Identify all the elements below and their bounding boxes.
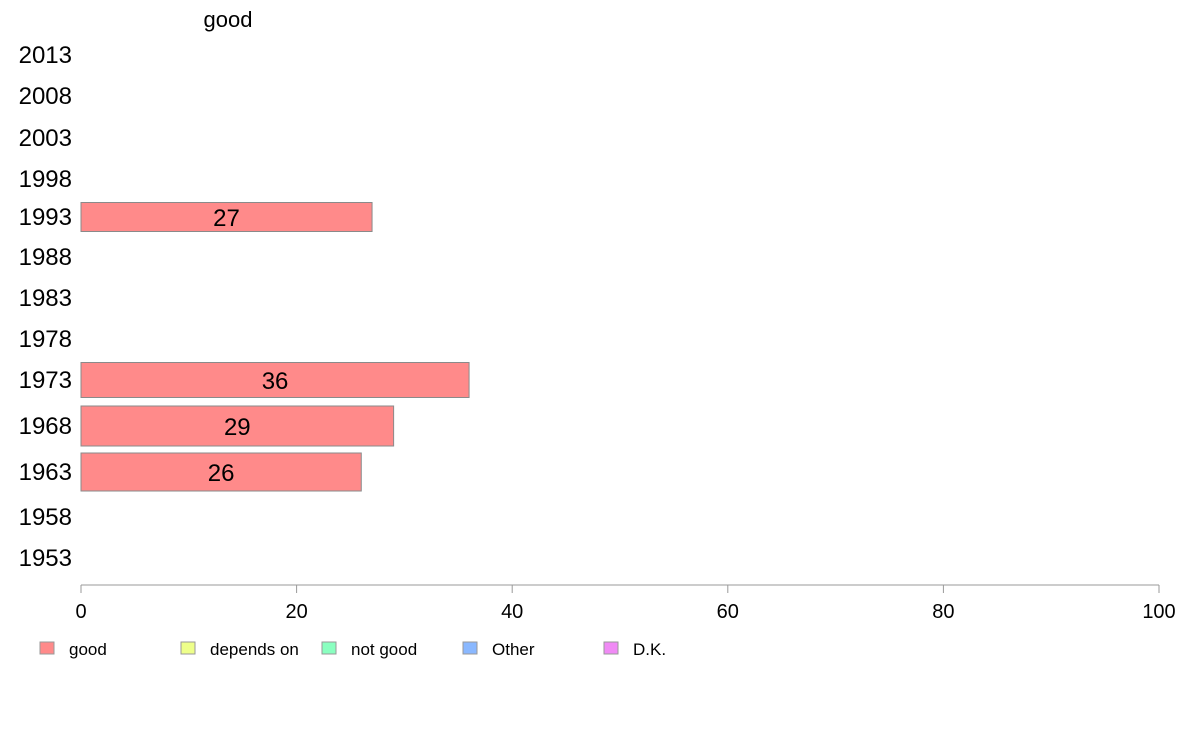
legend-label: D.K.	[633, 640, 666, 659]
bar	[80, 362, 470, 398]
x-tick-label: 60	[717, 601, 739, 623]
y-tick-label: 1973	[19, 367, 72, 394]
x-tick-label: 40	[501, 601, 523, 623]
x-tick-label: 0	[75, 601, 86, 623]
bars	[80, 202, 470, 492]
legend-label: good	[69, 640, 107, 659]
y-tick-label: 1958	[19, 504, 72, 531]
y-axis-labels: 2013 2008 2003 1998 1993 1988 1983 1978 1973 1968…	[19, 42, 72, 572]
bar-value-label: 26	[208, 460, 235, 487]
bar	[80, 202, 373, 232]
y-tick-label: 1978	[19, 326, 72, 353]
legend: good depends on not good Other D.K.	[39, 640, 666, 659]
legend-label: depends on	[210, 640, 299, 659]
legend-label: Other	[492, 640, 535, 659]
y-tick-label: 1968	[19, 413, 72, 440]
bar	[80, 452, 362, 492]
legend-swatch	[39, 641, 55, 655]
bar	[80, 405, 395, 447]
y-tick-label: 2013	[19, 42, 72, 69]
y-tick-label: 1953	[19, 545, 72, 572]
y-tick-label: 1963	[19, 459, 72, 486]
y-tick-label: 1988	[19, 244, 72, 271]
bar-value-label: 29	[224, 414, 251, 441]
legend-label: not good	[351, 640, 417, 659]
y-tick-label: 1983	[19, 285, 72, 312]
y-tick-label: 1993	[19, 204, 72, 231]
y-tick-label: 2003	[19, 125, 72, 152]
bar-value-label: 27	[213, 205, 240, 232]
legend-swatch	[603, 641, 619, 655]
x-tick-label: 100	[1142, 601, 1175, 623]
bar-value-labels: 27 36 29 26	[208, 205, 289, 487]
legend-swatch	[462, 641, 478, 655]
x-axis: 0 20 40 60 80 100	[75, 584, 1176, 623]
y-tick-label: 1998	[19, 166, 72, 193]
column-header: good	[204, 7, 253, 32]
bar-value-label: 36	[262, 368, 289, 395]
legend-swatch	[180, 641, 196, 655]
x-tick-label: 80	[932, 601, 954, 623]
y-tick-label: 2008	[19, 83, 72, 110]
legend-swatch	[321, 641, 337, 655]
x-tick-label: 20	[285, 601, 307, 623]
